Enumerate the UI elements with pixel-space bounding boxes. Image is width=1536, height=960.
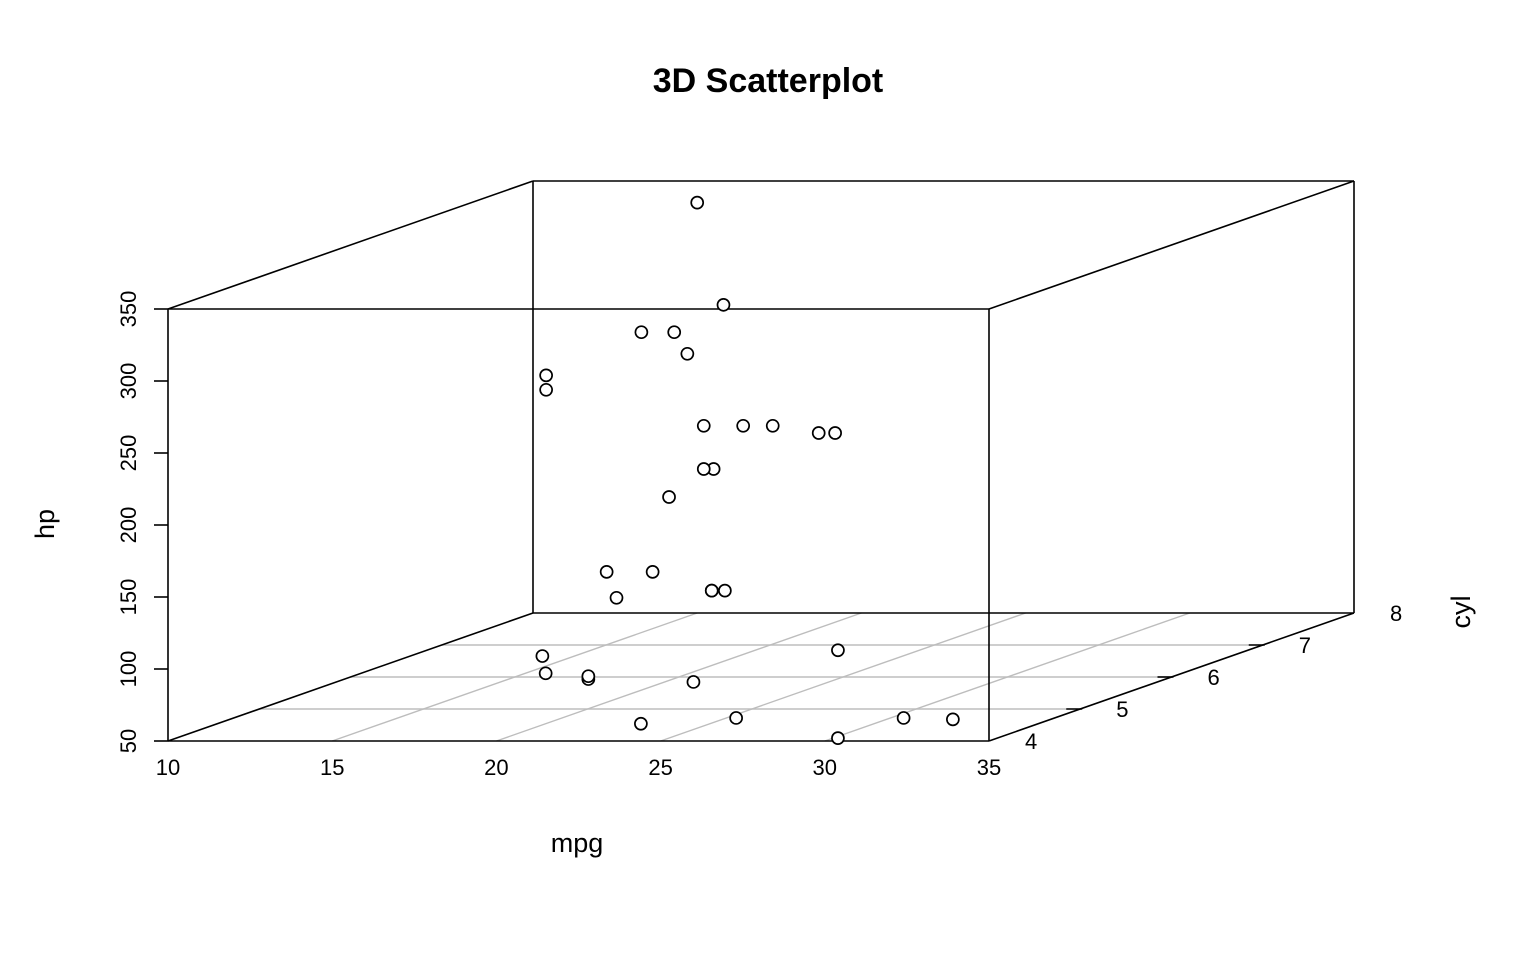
z-tick-label: 200 xyxy=(116,507,141,544)
data-point xyxy=(736,418,751,433)
data-point xyxy=(634,716,648,731)
y-axis-label: cyl xyxy=(1446,596,1476,629)
data-point xyxy=(704,583,719,598)
x-tick-label: 10 xyxy=(156,755,180,780)
data-point xyxy=(538,666,553,681)
y-tick-label: 4 xyxy=(1025,729,1037,754)
z-tick-label: 250 xyxy=(116,435,141,472)
data-point xyxy=(811,426,826,440)
data-point xyxy=(662,490,676,504)
floor-grid xyxy=(259,612,1263,742)
box-edge xyxy=(988,180,1355,310)
x-axis-label: mpg xyxy=(551,828,604,858)
data-point xyxy=(831,731,845,745)
z-tick-label: 50 xyxy=(116,729,141,753)
data-point xyxy=(680,346,695,361)
box-edge xyxy=(167,612,534,742)
data-point xyxy=(696,462,711,476)
data-point xyxy=(946,712,960,727)
x-tick-label: 35 xyxy=(977,755,1001,780)
z-tick-label: 350 xyxy=(116,291,141,328)
data-point xyxy=(696,418,711,433)
data-point xyxy=(716,297,731,312)
data-point xyxy=(765,418,780,433)
box-frame xyxy=(167,180,1355,742)
y-tick-label: 6 xyxy=(1208,665,1220,690)
data-point xyxy=(535,649,550,663)
z-tick-label: 100 xyxy=(116,651,141,688)
data-point xyxy=(828,426,842,440)
data-point xyxy=(539,382,553,397)
box-edge xyxy=(167,180,534,310)
data-point xyxy=(896,711,911,725)
x-tick-label: 30 xyxy=(813,755,837,780)
data-point xyxy=(634,325,649,340)
data-point xyxy=(831,643,845,658)
data-point xyxy=(718,583,732,598)
axis-ticks: 10 15 20 25 30 35 50 100 150 200 250 300 350 4 5 6 7 8 xyxy=(116,291,1402,780)
y-tick-label: 8 xyxy=(1390,601,1402,626)
data-points xyxy=(535,195,960,745)
data-point xyxy=(667,325,682,340)
x-tick-label: 15 xyxy=(320,755,344,780)
z-tick-label: 300 xyxy=(116,363,141,400)
data-point xyxy=(539,368,553,383)
data-point xyxy=(645,565,660,579)
chart-title: 3D Scatterplot xyxy=(653,62,884,100)
data-point xyxy=(609,590,624,605)
data-point xyxy=(581,669,596,684)
data-point xyxy=(599,565,614,579)
data-point xyxy=(729,711,743,725)
y-tick-label: 7 xyxy=(1299,633,1311,658)
y-tick-label: 5 xyxy=(1116,697,1128,722)
x-tick-label: 25 xyxy=(648,755,672,780)
x-tick-label: 20 xyxy=(484,755,508,780)
z-tick-label: 150 xyxy=(116,579,141,616)
data-point xyxy=(690,195,705,210)
data-point xyxy=(686,675,701,689)
z-axis-label: hp xyxy=(30,509,60,539)
